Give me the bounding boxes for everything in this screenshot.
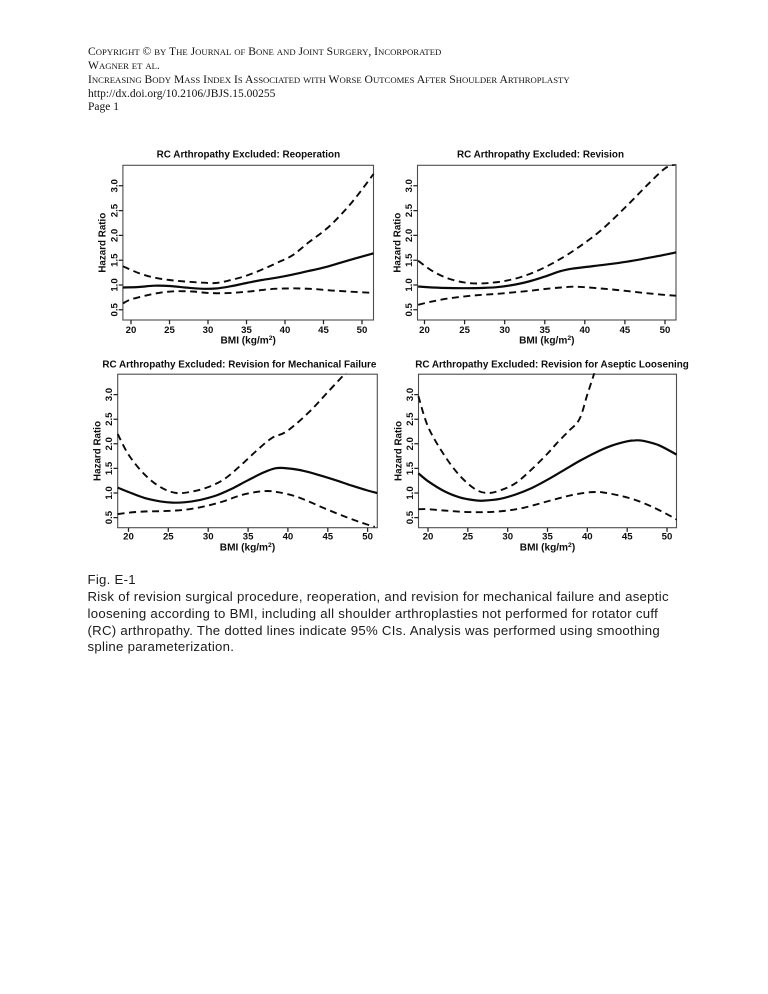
svg-text:20: 20 — [423, 532, 434, 543]
svg-text:20: 20 — [419, 325, 430, 336]
svg-text:BMI (kg/m2): BMI (kg/m2) — [220, 542, 275, 554]
svg-text:1.5: 1.5 — [104, 461, 115, 475]
svg-text:2.5: 2.5 — [405, 412, 416, 426]
svg-text:2.5: 2.5 — [104, 412, 115, 426]
svg-text:50: 50 — [357, 325, 368, 336]
svg-text:0.5: 0.5 — [109, 302, 120, 316]
svg-text:2.0: 2.0 — [104, 437, 115, 450]
svg-text:25: 25 — [462, 532, 473, 543]
svg-text:RC Arthropathy Excluded: Reope: RC Arthropathy Excluded: Reoperation — [157, 150, 340, 161]
svg-text:30: 30 — [499, 325, 510, 336]
svg-text:30: 30 — [203, 325, 214, 336]
svg-text:Hazard Ratio: Hazard Ratio — [93, 421, 104, 481]
svg-text:45: 45 — [620, 325, 631, 336]
svg-text:30: 30 — [502, 532, 513, 543]
svg-text:1.0: 1.0 — [109, 278, 120, 291]
svg-text:0.5: 0.5 — [404, 302, 415, 316]
svg-text:25: 25 — [163, 532, 174, 543]
svg-text:BMI (kg/m2): BMI (kg/m2) — [221, 335, 276, 347]
svg-text:0.5: 0.5 — [104, 510, 115, 524]
svg-text:20: 20 — [126, 325, 137, 336]
svg-text:35: 35 — [539, 325, 550, 336]
svg-text:1.0: 1.0 — [405, 486, 416, 499]
svg-text:50: 50 — [660, 325, 671, 336]
svg-text:1.5: 1.5 — [109, 253, 120, 267]
svg-text:40: 40 — [579, 325, 590, 336]
svg-text:1.0: 1.0 — [104, 486, 115, 499]
svg-text:30: 30 — [203, 532, 214, 543]
svg-text:Hazard Ratio: Hazard Ratio — [393, 421, 404, 481]
svg-text:Hazard Ratio: Hazard Ratio — [98, 213, 109, 273]
svg-text:2.0: 2.0 — [404, 229, 415, 242]
svg-text:50: 50 — [662, 532, 673, 543]
svg-text:45: 45 — [622, 532, 633, 543]
svg-text:1.0: 1.0 — [404, 278, 415, 291]
svg-text:20: 20 — [123, 532, 134, 543]
svg-text:3.0: 3.0 — [104, 388, 115, 401]
svg-text:0.5: 0.5 — [405, 510, 416, 524]
svg-text:1.5: 1.5 — [404, 253, 415, 267]
svg-text:50: 50 — [362, 532, 373, 543]
svg-text:3.0: 3.0 — [405, 388, 416, 401]
svg-text:35: 35 — [243, 532, 254, 543]
svg-text:2.0: 2.0 — [405, 437, 416, 450]
svg-text:3.0: 3.0 — [109, 179, 120, 192]
svg-text:BMI (kg/m2): BMI (kg/m2) — [520, 542, 575, 554]
svg-text:1.5: 1.5 — [405, 461, 416, 475]
svg-text:BMI (kg/m2): BMI (kg/m2) — [519, 335, 574, 347]
svg-text:3.0: 3.0 — [404, 179, 415, 192]
svg-text:2.0: 2.0 — [109, 229, 120, 242]
svg-text:35: 35 — [542, 532, 553, 543]
svg-text:2.5: 2.5 — [404, 203, 415, 217]
svg-text:25: 25 — [459, 325, 470, 336]
svg-text:RC Arthropathy Excluded: Revis: RC Arthropathy Excluded: Revision for As… — [415, 359, 689, 370]
svg-text:45: 45 — [322, 532, 333, 543]
svg-text:40: 40 — [283, 532, 294, 543]
svg-text:RC Arthropathy Excluded: Revis: RC Arthropathy Excluded: Revision — [457, 150, 624, 161]
svg-text:40: 40 — [582, 532, 593, 543]
svg-text:35: 35 — [241, 325, 252, 336]
svg-text:40: 40 — [280, 325, 291, 336]
svg-text:2.5: 2.5 — [109, 203, 120, 217]
svg-text:RC Arthropathy Excluded: Revis: RC Arthropathy Excluded: Revision for Me… — [102, 359, 377, 370]
svg-text:Hazard Ratio: Hazard Ratio — [392, 213, 403, 273]
svg-text:25: 25 — [164, 325, 175, 336]
svg-text:45: 45 — [318, 325, 329, 336]
